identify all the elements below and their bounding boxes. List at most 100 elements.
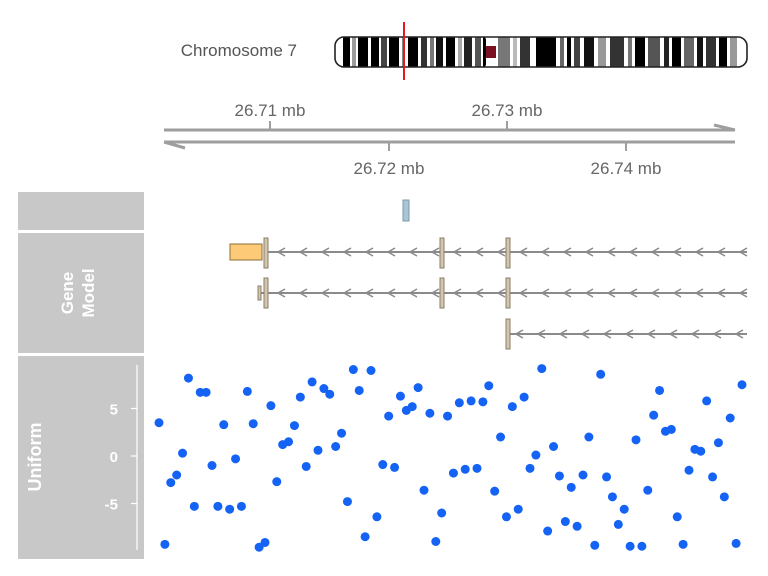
exon xyxy=(439,237,445,269)
chromosome-band xyxy=(381,37,387,67)
data-point xyxy=(219,420,229,430)
data-point xyxy=(378,460,388,470)
data-point xyxy=(348,365,358,375)
chromosome-band xyxy=(436,37,443,67)
chromosome-band xyxy=(610,37,624,67)
exon xyxy=(263,237,269,269)
data-point xyxy=(443,411,453,421)
data-point xyxy=(496,432,506,442)
chromosome-band xyxy=(446,37,455,67)
centromere-notch-top xyxy=(485,37,497,52)
data-point xyxy=(236,501,246,511)
axis-arrow-left xyxy=(163,140,186,150)
data-point xyxy=(189,501,199,511)
annotation-box xyxy=(402,199,410,222)
chromosome-band xyxy=(520,37,530,67)
gene-model-title-line2: Model xyxy=(79,268,98,317)
chromosome-band xyxy=(730,37,737,67)
tick-label-bottom-1: 26.72 mb xyxy=(354,159,425,178)
data-point xyxy=(231,454,241,464)
data-point xyxy=(166,478,176,488)
tick-label-top-1: 26.71 mb xyxy=(235,101,306,120)
chromosome-band xyxy=(421,37,427,67)
strand-arrow xyxy=(474,247,484,257)
data-point xyxy=(319,384,329,394)
data-point xyxy=(260,537,270,547)
chromosome-band xyxy=(513,37,517,67)
data-point xyxy=(525,463,535,473)
chromosome-label: Chromosome 7 xyxy=(181,41,297,60)
chromosome-band xyxy=(371,37,379,67)
data-point xyxy=(549,442,559,451)
strand-arrow xyxy=(364,288,374,298)
transcript-2 xyxy=(257,277,748,309)
data-point xyxy=(178,448,188,458)
data-point xyxy=(584,432,594,442)
chromosome-band xyxy=(664,37,669,67)
strand-arrow xyxy=(628,247,638,257)
strand-arrow xyxy=(276,288,286,298)
data-point xyxy=(560,517,570,527)
strand-arrow xyxy=(320,247,330,257)
y-axis: -5 0 5 xyxy=(105,365,138,550)
chromosome-bands xyxy=(335,37,747,67)
data-point xyxy=(696,446,706,456)
chromosome-band xyxy=(598,37,606,67)
chromosome-band xyxy=(358,37,368,67)
chromosome-band xyxy=(430,37,434,67)
data-point xyxy=(160,539,170,549)
data-point xyxy=(466,396,476,406)
data-point xyxy=(572,521,582,531)
chromosome-band xyxy=(475,37,481,67)
data-point xyxy=(407,402,417,412)
chromosome-band xyxy=(352,37,356,67)
strand-arrow xyxy=(738,247,748,257)
data-point xyxy=(437,508,447,518)
data-point xyxy=(337,428,347,438)
strand-arrow xyxy=(668,329,678,339)
strand-arrow xyxy=(386,288,396,298)
strand-arrow xyxy=(342,288,352,298)
exon xyxy=(505,237,511,269)
strand-arrows-2 xyxy=(276,288,748,298)
strand-arrow xyxy=(624,329,634,339)
data-point xyxy=(708,472,718,482)
chromosome-band xyxy=(464,37,472,67)
data-point xyxy=(248,419,258,429)
data-point xyxy=(643,485,653,495)
strand-arrow xyxy=(738,288,748,298)
data-point xyxy=(655,385,665,395)
data-point xyxy=(678,539,688,549)
strand-arrow xyxy=(580,329,590,339)
strand-arrow xyxy=(584,247,594,257)
data-point xyxy=(725,413,735,423)
chromosome-band xyxy=(567,37,571,67)
data-point xyxy=(472,463,482,473)
chromosome-band xyxy=(719,37,727,67)
strand-arrow xyxy=(298,288,308,298)
exon xyxy=(505,318,511,350)
tick-label-bottom-2: 26.74 mb xyxy=(591,159,662,178)
chromosome-band xyxy=(672,37,681,67)
chromosome-band xyxy=(628,37,632,67)
chromosome-band xyxy=(574,37,580,67)
chromosome-outline xyxy=(334,36,748,68)
data-point xyxy=(266,401,276,411)
data-point xyxy=(419,485,429,495)
data-point xyxy=(672,512,682,522)
data-point xyxy=(478,397,488,407)
data-point xyxy=(454,398,464,408)
chromosome-band xyxy=(389,37,399,67)
data-point xyxy=(637,541,647,551)
strand-arrow xyxy=(734,329,744,339)
data-point xyxy=(295,392,305,402)
data-point xyxy=(390,462,400,472)
strand-arrow xyxy=(558,329,568,339)
chromosome-band xyxy=(408,37,418,67)
y-tick-label: 0 xyxy=(110,449,118,466)
data-point xyxy=(201,387,211,397)
data-point xyxy=(431,537,441,546)
strand-arrow xyxy=(430,288,440,298)
strand-arrow xyxy=(540,247,550,257)
data-point xyxy=(413,383,423,393)
